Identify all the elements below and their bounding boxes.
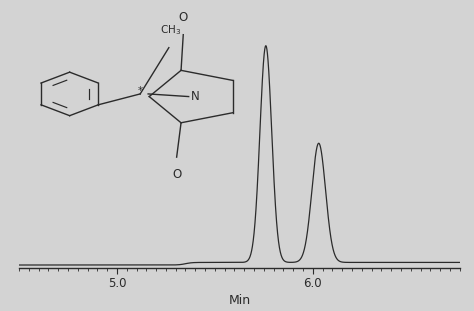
Text: CH$_3$: CH$_3$ (160, 23, 182, 37)
Text: O: O (179, 11, 188, 24)
Text: *: * (137, 86, 143, 96)
Text: N: N (191, 90, 200, 103)
X-axis label: Min: Min (228, 294, 250, 307)
Text: O: O (172, 168, 181, 181)
